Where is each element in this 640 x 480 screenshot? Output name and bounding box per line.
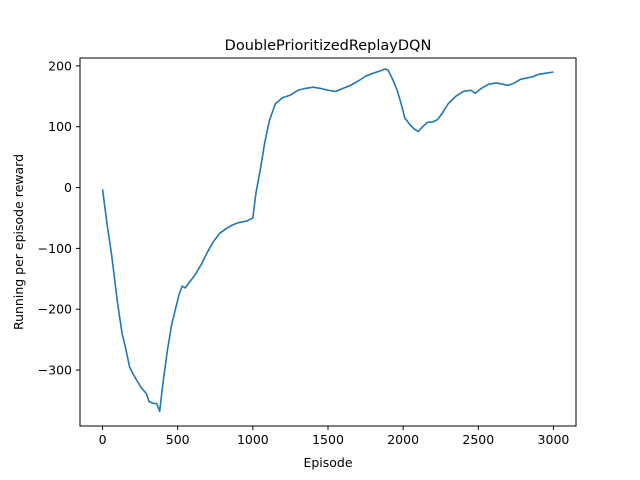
y-tick-label: 100 — [48, 119, 72, 134]
series-line-0 — [101, 68, 554, 413]
y-axis-label: Running per episode reward — [11, 154, 26, 330]
x-tick-label: 3000 — [538, 432, 570, 447]
x-tick-label: 500 — [166, 432, 190, 447]
chart-title: DoublePrioritizedReplayDQN — [225, 38, 432, 54]
y-tick-label: −300 — [38, 363, 72, 378]
x-tick-label: 0 — [99, 432, 107, 447]
axes-frame — [79, 57, 577, 427]
plot-area — [101, 68, 554, 413]
y-tick-label: −100 — [38, 241, 72, 256]
x-tick-label: 1000 — [237, 432, 269, 447]
x-axis-ticks: 0 500 1000 1500 2000 2500 3000 — [99, 426, 570, 447]
x-axis-label: Episode — [303, 455, 352, 470]
x-tick-label: 2000 — [387, 432, 419, 447]
x-tick-label: 1500 — [312, 432, 344, 447]
x-tick-label: 2500 — [462, 432, 494, 447]
y-tick-label: 200 — [48, 58, 72, 73]
y-axis-ticks: −300 −200 −100 0 100 200 — [38, 58, 80, 378]
y-tick-label: −200 — [38, 302, 72, 317]
y-tick-label: 0 — [64, 180, 72, 195]
